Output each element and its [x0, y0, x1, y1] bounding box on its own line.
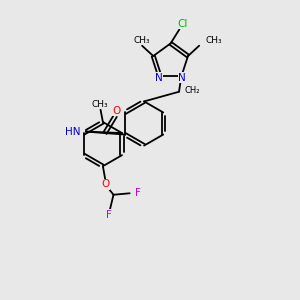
Text: N: N [155, 73, 163, 83]
Text: O: O [102, 179, 110, 190]
Text: CH₂: CH₂ [184, 86, 200, 95]
Text: Cl: Cl [178, 19, 188, 29]
Text: O: O [112, 106, 121, 116]
Text: F: F [106, 210, 112, 220]
Text: HN: HN [65, 127, 80, 136]
Text: CH₃: CH₃ [206, 36, 222, 45]
Text: CH₃: CH₃ [92, 100, 108, 109]
Text: N: N [178, 73, 186, 83]
Text: CH₃: CH₃ [134, 36, 150, 45]
Text: F: F [135, 188, 141, 198]
